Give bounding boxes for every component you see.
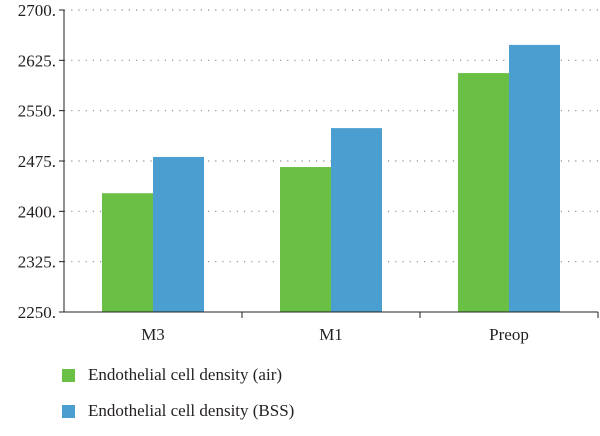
bar-m3-series-0 bbox=[102, 193, 153, 312]
legend: Endothelial cell density (air) Endotheli… bbox=[62, 364, 294, 436]
legend-swatch-air bbox=[62, 368, 75, 382]
y-tick-label: 2550. bbox=[18, 102, 56, 121]
y-tick-label: 2400. bbox=[18, 202, 56, 221]
x-category-label: Preop bbox=[489, 325, 529, 344]
y-axis-ticks: 2250. 2325. 2400. 2475. 2550. 2625. 2700. bbox=[18, 1, 64, 322]
y-tick-label: 2250. bbox=[18, 303, 56, 322]
bar-m3-series-1 bbox=[153, 156, 204, 312]
y-tick-label: 2625. bbox=[18, 51, 56, 70]
x-axis-labels: M3 M1 Preop bbox=[141, 312, 599, 344]
legend-label-bss: Endothelial cell density (BSS) bbox=[88, 401, 295, 420]
bars bbox=[102, 44, 560, 313]
bar-preop-series-1 bbox=[509, 44, 560, 313]
x-category-label: M3 bbox=[141, 325, 165, 344]
bar-m1-series-1 bbox=[331, 128, 382, 312]
y-tick-label: 2325. bbox=[18, 253, 56, 272]
y-tick-label: 2475. bbox=[18, 152, 56, 171]
x-category-label: M1 bbox=[319, 325, 343, 344]
bar-chart: 2250. 2325. 2400. 2475. 2550. 2625. 2700. M3 M1… bbox=[18, 1, 599, 344]
y-tick-label: 2700. bbox=[18, 1, 56, 20]
bar-preop-series-0 bbox=[458, 73, 509, 312]
legend-item-bss: Endothelial cell density (BSS) bbox=[62, 400, 294, 422]
legend-item-air: Endothelial cell density (air) bbox=[62, 364, 294, 386]
legend-label-air: Endothelial cell density (air) bbox=[88, 365, 283, 384]
legend-swatch-bss bbox=[62, 404, 75, 418]
bar-m1-series-0 bbox=[280, 167, 331, 312]
